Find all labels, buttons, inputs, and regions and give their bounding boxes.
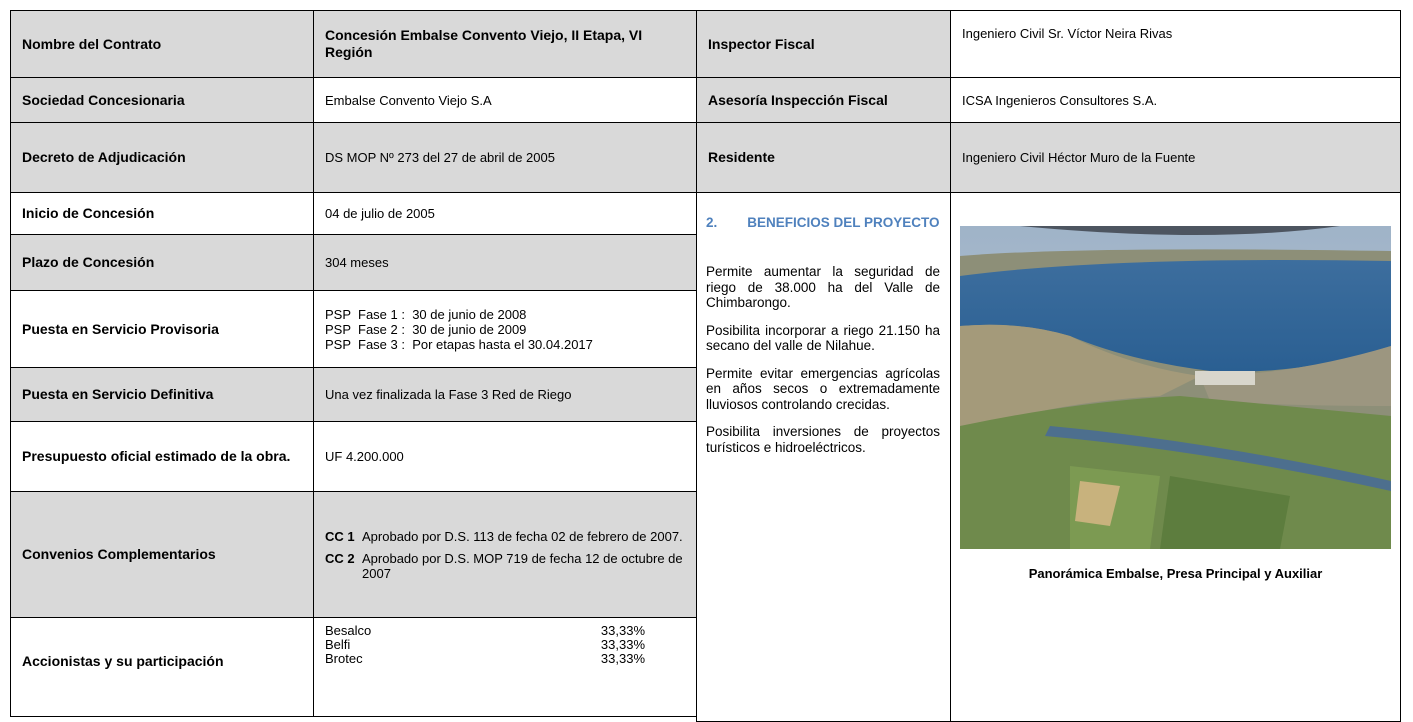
benefits: 2. BENEFICIOS DEL PROYECTO Permite aument… bbox=[706, 215, 940, 467]
agreement-text: Aprobado por D.S. MOP 719 de fecha 12 de… bbox=[362, 550, 683, 581]
row-value: PSP Fase 1 : 30 de junio de 2008 PSP Fas… bbox=[313, 290, 697, 368]
row-value: ICSA Ingenieros Consultores S.A. bbox=[950, 77, 1401, 123]
row-value: Ingeniero Civil Sr. Víctor Neira Rivas bbox=[950, 10, 1401, 78]
photo-caption: Panorámica Embalse, Presa Principal y Au… bbox=[1028, 566, 1323, 581]
benefit-paragraph: Permite aumentar la seguridad de riego d… bbox=[706, 264, 940, 310]
heading-number: 2. bbox=[706, 215, 718, 230]
row-value: 304 meses bbox=[313, 234, 697, 291]
row-label: Convenios Complementarios bbox=[10, 491, 314, 618]
row-value: Embalse Convento Viejo S.A bbox=[313, 77, 697, 123]
shareholder-name: Belfi bbox=[325, 637, 351, 652]
row-label: Asesoría Inspección Fiscal bbox=[696, 77, 951, 123]
shareholder-name: Besalco bbox=[325, 623, 372, 638]
row-value: UF 4.200.000 bbox=[313, 421, 697, 492]
row-label: Nombre del Contrato bbox=[10, 10, 314, 78]
row-label: Plazo de Concesión bbox=[10, 234, 314, 291]
row-value: Ingeniero Civil Héctor Muro de la Fuente bbox=[950, 122, 1401, 193]
row-label: Inspector Fiscal bbox=[696, 10, 951, 78]
shareholder-name: Brotec bbox=[325, 651, 363, 666]
row-value: DS MOP Nº 273 del 27 de abril de 2005 bbox=[313, 122, 697, 193]
row-label: Sociedad Concesionaria bbox=[10, 77, 314, 123]
heading-title: BENEFICIOS DEL PROYECTO bbox=[747, 215, 940, 230]
shareholder-share: 33,33% bbox=[600, 637, 645, 652]
page: Nombre del Contrato Concesión Embalse Co… bbox=[10, 10, 1401, 722]
row-value: Concesión Embalse Convento Viejo, II Eta… bbox=[313, 10, 697, 78]
row-value: Besalco 33,33% Belfi 33,33% Brotec 33,33% bbox=[313, 617, 697, 717]
shareholder-list: Besalco 33,33% Belfi 33,33% Brotec 33,33% bbox=[325, 624, 645, 666]
row-label: Residente bbox=[696, 122, 951, 193]
row-value: 04 de julio de 2005 bbox=[313, 192, 697, 235]
psp-line: PSP Fase 3 : Por etapas hasta el 30.04.2… bbox=[325, 336, 593, 352]
benefit-paragraph: Posibilita incorporar a riego 21.150 ha … bbox=[706, 322, 940, 354]
row-label: Inicio de Concesión bbox=[10, 192, 314, 235]
agreement-list: CC 1 Aprobado por D.S. 113 de fecha 02 d… bbox=[325, 529, 685, 581]
agreement-code: CC 2 bbox=[325, 550, 355, 566]
agreement-text: Aprobado por D.S. 113 de fecha 02 de feb… bbox=[362, 528, 683, 544]
row-label: Decreto de Adjudicación bbox=[10, 122, 314, 193]
benefits-heading: 2. BENEFICIOS DEL PROYECTO bbox=[706, 215, 940, 230]
row-label: Presupuesto oficial estimado de la obra. bbox=[10, 421, 314, 492]
row-label: Puesta en Servicio Definitiva bbox=[10, 367, 314, 422]
shareholder-share: 33,33% bbox=[600, 623, 645, 638]
benefit-paragraph: Posibilita inversiones de proyectos turí… bbox=[706, 424, 940, 455]
reservoir-photo bbox=[960, 226, 1391, 549]
shareholder-share: 33,33% bbox=[600, 651, 645, 666]
row-value: CC 1 Aprobado por D.S. 113 de fecha 02 d… bbox=[313, 491, 697, 618]
row-label: Puesta en Servicio Provisoria bbox=[10, 290, 314, 368]
psp-line: PSP Fase 2 : 30 de junio de 2009 bbox=[325, 321, 527, 337]
line-list: PSP Fase 1 : 30 de junio de 2008 PSP Fas… bbox=[325, 307, 593, 352]
agreement-code: CC 1 bbox=[325, 528, 355, 544]
psp-line: PSP Fase 1 : 30 de junio de 2008 bbox=[325, 306, 527, 322]
benefit-paragraph: Permite evitar emergencias agrícolas en … bbox=[706, 365, 940, 412]
row-value: Una vez finalizada la Fase 3 Red de Rieg… bbox=[313, 367, 697, 422]
row-label: Accionistas y su participación bbox=[10, 617, 314, 717]
